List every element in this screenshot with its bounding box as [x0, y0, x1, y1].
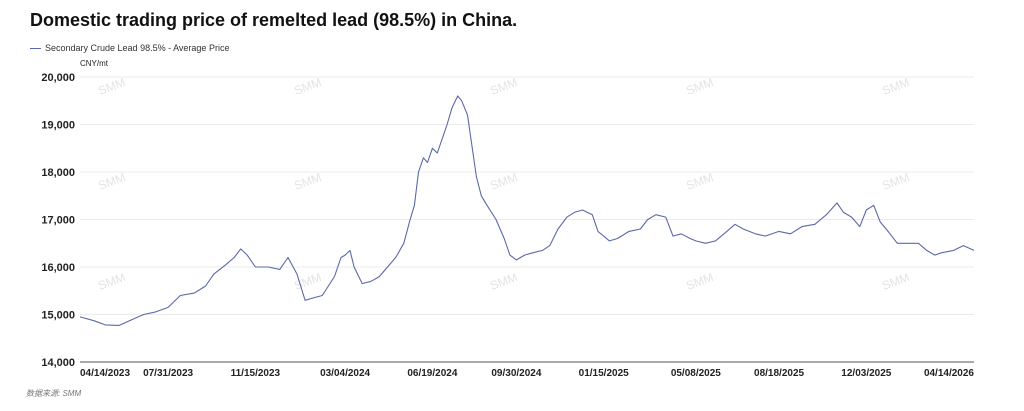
y-axis-unit: CNY/mt	[80, 59, 108, 68]
watermark-text: SMM	[684, 270, 715, 293]
x-tick-label: 06/19/2024	[407, 368, 457, 379]
watermark-text: SMM	[684, 75, 715, 98]
watermark-text: SMM	[880, 170, 911, 193]
watermark-text: SMM	[96, 75, 127, 98]
x-tick-label: 09/30/2024	[491, 368, 541, 379]
x-tick-label: 04/14/2023	[80, 368, 130, 379]
data-source: 数据来源: SMM	[26, 389, 82, 398]
y-tick-label: 17,000	[41, 215, 75, 227]
x-tick-label: 04/14/2026	[924, 368, 974, 379]
watermark-text: SMM	[488, 170, 519, 193]
x-tick-label: 05/08/2025	[671, 368, 721, 379]
y-tick-label: 15,000	[41, 310, 75, 322]
watermark-layer: SMM SMM SMM SMM SMM SMM SMM SMM SMM SMM SMM SMM SMM S…	[96, 75, 911, 293]
y-tick-label: 16,000	[41, 262, 75, 274]
watermark-text: SMM	[96, 270, 127, 293]
y-tick-label: 20,000	[41, 72, 75, 84]
y-tick-label: 14,000	[41, 357, 75, 369]
watermark-text: SMM	[880, 75, 911, 98]
y-tick-label: 18,000	[41, 167, 75, 179]
grid-lines	[80, 76, 974, 315]
chart-title: Domestic trading price of remelted lead …	[30, 10, 518, 30]
watermark-text: SMM	[292, 75, 323, 98]
x-tick-label: 11/15/2023	[231, 368, 281, 379]
x-tick-label: 08/18/2025	[754, 368, 804, 379]
x-tick-label: 12/03/2025	[841, 368, 891, 379]
x-tick-label: 01/15/2025	[579, 368, 629, 379]
x-tick-label: 07/31/2023	[143, 368, 193, 379]
watermark-text: SMM	[684, 170, 715, 193]
price-series-line[interactable]	[79, 95, 975, 326]
y-axis-ticks: 20,000 19,000 18,000 17,000 16,000 15,000 14,0…	[41, 72, 75, 369]
watermark-text: SMM	[96, 170, 127, 193]
y-tick-label: 19,000	[41, 120, 75, 132]
watermark-text: SMM	[488, 75, 519, 98]
x-tick-label: 03/04/2024	[320, 368, 370, 379]
x-axis-ticks: 04/14/2023 07/31/2023 11/15/2023 03/04/2024…	[80, 368, 974, 379]
legend-label: Secondary Crude Lead 98.5% - Average Pri…	[45, 43, 230, 53]
legend-swatch	[30, 47, 41, 49]
watermark-text: SMM	[880, 270, 911, 293]
chart-legend[interactable]: Secondary Crude Lead 98.5% - Average Pri…	[30, 43, 229, 53]
watermark-text: SMM	[292, 170, 323, 193]
watermark-text: SMM	[488, 270, 519, 293]
